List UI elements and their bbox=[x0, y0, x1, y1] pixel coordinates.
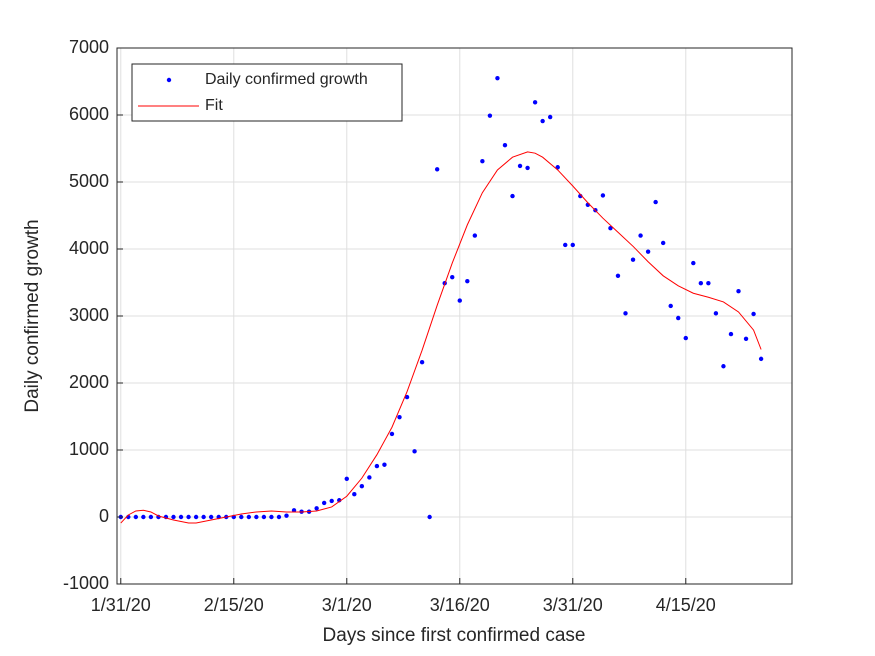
data-point bbox=[397, 414, 402, 420]
data-point bbox=[570, 242, 575, 248]
data-point bbox=[676, 315, 681, 321]
data-point bbox=[457, 298, 462, 303]
data-point bbox=[502, 142, 508, 148]
data-point bbox=[450, 274, 455, 280]
data-point bbox=[239, 514, 244, 520]
x-tick-label: 4/15/20 bbox=[656, 595, 716, 615]
legend: Daily confirmed growth Fit bbox=[131, 63, 403, 122]
data-point bbox=[472, 233, 478, 238]
data-point bbox=[367, 475, 372, 480]
y-tick-label: 4000 bbox=[69, 238, 109, 258]
data-point bbox=[291, 508, 297, 513]
data-point bbox=[517, 163, 523, 169]
legend-label: Daily confirmed growth bbox=[205, 71, 368, 88]
data-point bbox=[374, 463, 380, 469]
data-point bbox=[419, 360, 425, 365]
data-point bbox=[208, 514, 214, 520]
data-point bbox=[186, 514, 191, 520]
data-point bbox=[615, 273, 621, 278]
data-point bbox=[736, 289, 741, 294]
data-point bbox=[246, 514, 252, 520]
data-point bbox=[352, 492, 357, 497]
y-axis-label: Daily confirmed growth bbox=[22, 219, 43, 412]
y-tick-label: -1000 bbox=[63, 573, 109, 593]
data-point bbox=[201, 514, 206, 520]
data-point bbox=[427, 514, 432, 520]
x-tick-label: 1/31/20 bbox=[91, 595, 151, 615]
data-point bbox=[510, 193, 515, 199]
data-point bbox=[608, 226, 613, 231]
y-tick-label: 7000 bbox=[69, 37, 109, 57]
data-point bbox=[487, 113, 493, 118]
y-tick-label: 1000 bbox=[69, 439, 109, 459]
data-point bbox=[698, 280, 704, 286]
data-point bbox=[495, 75, 500, 81]
data-point bbox=[706, 280, 711, 286]
data-point bbox=[412, 449, 417, 454]
data-point bbox=[329, 498, 334, 504]
data-point bbox=[359, 483, 365, 489]
legend-label: Fit bbox=[205, 97, 223, 114]
data-point bbox=[193, 514, 199, 520]
data-point bbox=[638, 233, 643, 238]
data-point bbox=[600, 193, 606, 198]
data-point bbox=[276, 514, 282, 520]
data-point bbox=[563, 242, 568, 248]
data-point bbox=[434, 167, 440, 172]
data-point bbox=[321, 500, 327, 506]
x-tick-label: 3/1/20 bbox=[322, 595, 372, 615]
data-point bbox=[480, 159, 485, 164]
fit-line bbox=[120, 151, 762, 524]
data-point bbox=[178, 514, 184, 520]
data-point bbox=[645, 249, 651, 254]
data-point bbox=[660, 240, 666, 246]
data-point bbox=[261, 514, 267, 520]
y-tick-label: 6000 bbox=[69, 104, 109, 124]
data-point bbox=[668, 303, 673, 309]
y-tick-label: 0 bbox=[99, 506, 109, 526]
data-point bbox=[269, 514, 274, 520]
data-point bbox=[382, 462, 387, 467]
data-point bbox=[691, 260, 696, 266]
data-point bbox=[465, 278, 470, 284]
data-point bbox=[525, 165, 530, 171]
data-point bbox=[284, 513, 289, 518]
y-tick-label: 3000 bbox=[69, 305, 109, 325]
data-point bbox=[751, 311, 756, 317]
data-point bbox=[532, 100, 538, 105]
data-point bbox=[171, 514, 176, 520]
data-point bbox=[540, 118, 545, 124]
data-point bbox=[141, 514, 146, 520]
data-point bbox=[713, 311, 719, 316]
data-point bbox=[254, 514, 259, 520]
x-tick-label: 2/15/20 bbox=[204, 595, 264, 615]
x-tick-label: 3/31/20 bbox=[543, 595, 603, 615]
data-point bbox=[148, 514, 154, 520]
data-point bbox=[133, 514, 139, 520]
data-point bbox=[728, 331, 734, 337]
x-axis-label: Days since first confirmed case bbox=[323, 625, 586, 646]
data-point bbox=[404, 394, 410, 400]
data-point bbox=[653, 199, 658, 205]
data-point bbox=[344, 476, 349, 482]
data-point bbox=[683, 335, 688, 341]
data-point bbox=[623, 311, 628, 316]
data-point bbox=[314, 506, 319, 511]
data-point bbox=[547, 114, 553, 120]
legend-box bbox=[131, 63, 403, 122]
x-tick-label: 3/16/20 bbox=[430, 595, 490, 615]
legend-marker bbox=[166, 77, 172, 83]
data bbox=[118, 75, 764, 524]
data-point bbox=[743, 336, 749, 341]
data-point bbox=[630, 257, 636, 262]
data-point bbox=[389, 431, 395, 437]
y-tick-label: 2000 bbox=[69, 372, 109, 392]
data-point bbox=[721, 364, 726, 369]
y-tick-label: 5000 bbox=[69, 171, 109, 191]
data-point bbox=[758, 356, 764, 362]
